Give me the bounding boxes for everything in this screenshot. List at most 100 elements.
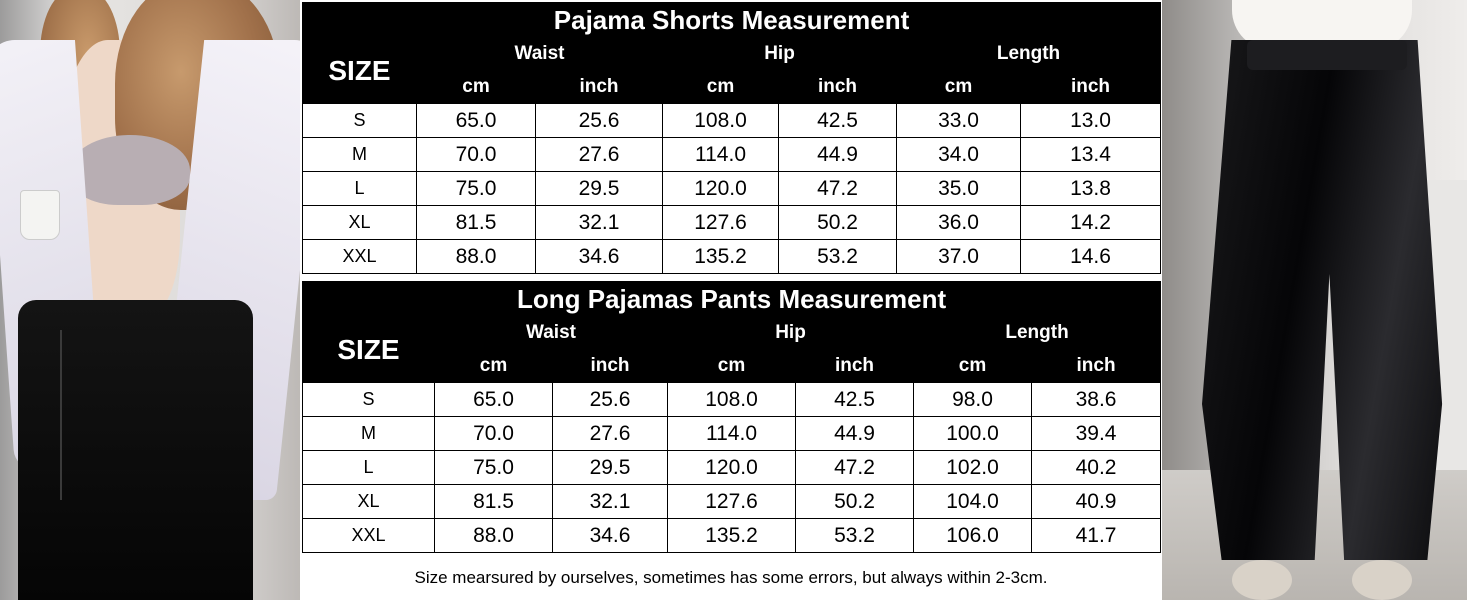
size-cell: XXL: [302, 239, 417, 274]
value-cell: 14.6: [1019, 239, 1162, 274]
table-row: XXL 88.0 34.6 135.2 53.2 37.0 14.6: [302, 239, 1162, 274]
size-cell: XL: [302, 205, 417, 240]
size-column-header: SIZE: [302, 37, 417, 104]
size-cell: XXL: [302, 518, 435, 553]
unit-header: cm: [662, 70, 779, 104]
value-cell: 120.0: [667, 450, 796, 485]
value-cell: 44.9: [795, 416, 914, 451]
table-row: S 65.0 25.6 108.0 42.5 98.0 38.6: [302, 382, 1162, 417]
value-cell: 27.6: [535, 137, 663, 172]
value-cell: 53.2: [778, 239, 897, 274]
lace-bralette: [70, 135, 190, 205]
value-cell: 75.0: [434, 450, 553, 485]
length-header: Length: [895, 37, 1162, 71]
value-cell: 88.0: [434, 518, 553, 553]
unit-header: cm: [896, 70, 1021, 104]
value-cell: 33.0: [896, 103, 1021, 138]
table-row: S 65.0 25.6 108.0 42.5 33.0 13.0: [302, 103, 1162, 138]
value-cell: 53.2: [795, 518, 914, 553]
value-cell: 50.2: [778, 205, 897, 240]
table-row: M 70.0 27.6 114.0 44.9 34.0 13.4: [302, 137, 1162, 172]
size-cell: M: [302, 137, 417, 172]
value-cell: 120.0: [662, 171, 779, 206]
long-table-title: Long Pajamas Pants Measurement: [301, 281, 1162, 317]
value-cell: 36.0: [896, 205, 1021, 240]
hip-header: Hip: [662, 37, 897, 71]
black-pajama-shorts: [18, 300, 253, 600]
table-row: XXL 88.0 34.6 135.2 53.2 106.0 41.7: [302, 518, 1162, 553]
table-row: M 70.0 27.6 114.0 44.9 100.0 39.4: [302, 416, 1162, 451]
value-cell: 70.0: [434, 416, 553, 451]
value-cell: 29.5: [552, 450, 668, 485]
value-cell: 114.0: [662, 137, 779, 172]
shorts-table-title: Pajama Shorts Measurement: [301, 2, 1162, 38]
unit-header: inch: [795, 349, 914, 383]
long-pants-model-photo: [1162, 0, 1467, 600]
slipper-left: [1232, 560, 1292, 600]
size-cell: L: [302, 450, 435, 485]
value-cell: 40.9: [1030, 484, 1162, 519]
value-cell: 127.6: [662, 205, 779, 240]
unit-header: inch: [778, 70, 897, 104]
value-cell: 65.0: [434, 382, 553, 417]
table-row: XL 81.5 32.1 127.6 50.2 36.0 14.2: [302, 205, 1162, 240]
coffee-mug: [20, 190, 60, 240]
value-cell: 135.2: [662, 239, 779, 274]
value-cell: 81.5: [416, 205, 536, 240]
value-cell: 81.5: [434, 484, 553, 519]
unit-header: inch: [535, 70, 663, 104]
value-cell: 100.0: [913, 416, 1032, 451]
value-cell: 102.0: [913, 450, 1032, 485]
waist-header: Waist: [434, 316, 668, 350]
drawstring: [60, 330, 62, 500]
unit-header: cm: [416, 70, 536, 104]
value-cell: 13.0: [1019, 103, 1162, 138]
value-cell: 135.2: [667, 518, 796, 553]
slipper-right: [1352, 560, 1412, 600]
value-cell: 42.5: [778, 103, 897, 138]
value-cell: 106.0: [913, 518, 1032, 553]
value-cell: 127.6: [667, 484, 796, 519]
value-cell: 75.0: [416, 171, 536, 206]
size-cell: S: [302, 382, 435, 417]
table-row: XL 81.5 32.1 127.6 50.2 104.0 40.9: [302, 484, 1162, 519]
shorts-model-photo: [0, 0, 300, 600]
length-header: Length: [912, 316, 1162, 350]
value-cell: 108.0: [667, 382, 796, 417]
value-cell: 32.1: [552, 484, 668, 519]
value-cell: 88.0: [416, 239, 536, 274]
size-cell: S: [302, 103, 417, 138]
value-cell: 70.0: [416, 137, 536, 172]
size-cell: M: [302, 416, 435, 451]
value-cell: 13.4: [1019, 137, 1162, 172]
unit-header: cm: [434, 349, 553, 383]
value-cell: 32.1: [535, 205, 663, 240]
table-row: L 75.0 29.5 120.0 47.2 35.0 13.8: [302, 171, 1162, 206]
size-cell: L: [302, 171, 417, 206]
value-cell: 98.0: [913, 382, 1032, 417]
value-cell: 14.2: [1019, 205, 1162, 240]
value-cell: 38.6: [1030, 382, 1162, 417]
value-cell: 37.0: [896, 239, 1021, 274]
unit-header: cm: [913, 349, 1032, 383]
value-cell: 34.6: [552, 518, 668, 553]
value-cell: 47.2: [778, 171, 897, 206]
value-cell: 42.5: [795, 382, 914, 417]
waist-header: Waist: [416, 37, 663, 71]
hip-header: Hip: [667, 316, 914, 350]
value-cell: 25.6: [552, 382, 668, 417]
unit-header: inch: [1019, 70, 1162, 104]
value-cell: 39.4: [1030, 416, 1162, 451]
value-cell: 40.2: [1030, 450, 1162, 485]
value-cell: 13.8: [1019, 171, 1162, 206]
measurement-note: Size mearsured by ourselves, sometimes h…: [414, 568, 1048, 587]
size-cell: XL: [302, 484, 435, 519]
unit-header: inch: [552, 349, 668, 383]
value-cell: 47.2: [795, 450, 914, 485]
value-cell: 65.0: [416, 103, 536, 138]
value-cell: 25.6: [535, 103, 663, 138]
long-pants-size-table: Long Pajamas Pants Measurement SIZE Wais…: [301, 281, 1162, 553]
value-cell: 108.0: [662, 103, 779, 138]
unit-header: inch: [1030, 349, 1162, 383]
value-cell: 34.0: [896, 137, 1021, 172]
